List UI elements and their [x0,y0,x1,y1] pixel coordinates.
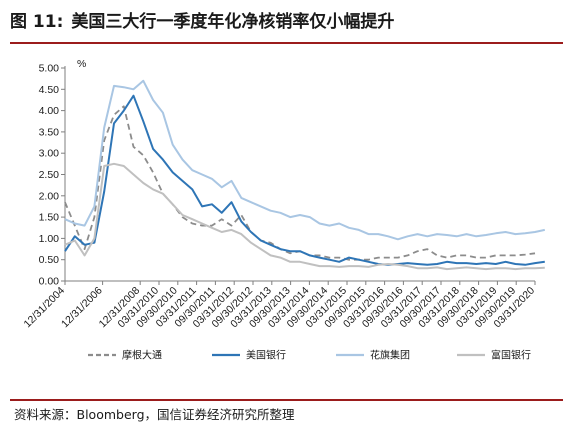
legend-label-1: 摩根大通 [122,349,162,362]
figure-title: 图 11: 美国三大行一季度年化净核销率仅小幅提升 [10,5,563,39]
y-axis-unit-label: % [77,58,86,70]
series-layer [64,79,546,271]
y-tick-label: 1.50 [39,212,60,224]
series-line-1 [64,105,536,261]
line-chart: 0.00 0.50 1.00 1.50 2.00 2.50 3.00 3.50 4.00 4.50… [21,58,546,362]
title-rule [10,42,563,44]
series-line-3 [64,79,546,241]
y-tick-label: 3.00 [39,148,60,160]
legend-label-3: 花旗集团 [370,349,410,362]
y-tick-label: 1.00 [39,233,60,245]
series-line-4 [64,162,545,271]
y-tick-label: 0.50 [39,254,60,266]
y-tick-label: 2.00 [39,190,60,202]
source-rule [10,399,563,401]
legend-label-2: 美国银行 [246,349,286,362]
legend-label-4: 富国银行 [491,349,531,362]
y-tick-label: 0.00 [39,276,60,288]
source-note: 资料来源：Bloomberg，国信证券经济研究所整理 [14,407,295,422]
chart-axes: 0.00 0.50 1.00 1.50 2.00 2.50 3.00 3.50 4.00 4.50… [21,58,537,330]
y-tick-label: 4.00 [39,105,60,117]
y-tick-label: 4.50 [39,84,60,96]
figure-number: 图 11: [10,12,64,32]
y-tick-label: 3.50 [39,126,60,138]
figure-title-text: 美国三大行一季度年化净核销率仅小幅提升 [71,12,395,32]
y-tick-label: 2.50 [39,169,60,181]
series-line-2 [64,94,545,266]
chart-legend: 摩根大通 美国银行 花旗集团 富国银行 [88,349,531,362]
y-tick-label: 5.00 [39,63,60,75]
